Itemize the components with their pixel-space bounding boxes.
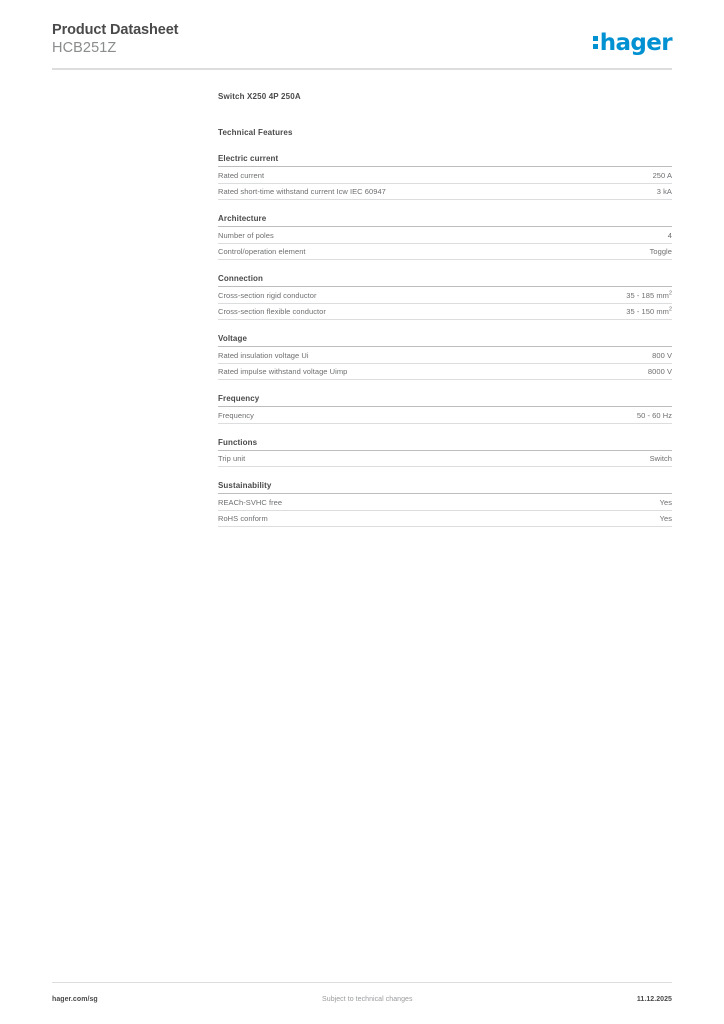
spec-value: 8000 V — [634, 367, 672, 376]
spec-value-text: Switch — [649, 454, 672, 463]
spec-row: Rated short-time withstand current Icw I… — [218, 184, 672, 200]
spec-group-title: Sustainability — [218, 481, 672, 494]
spec-table: Electric current Rated current 250 A Rated … — [218, 154, 672, 527]
spec-row: RoHS conform Yes — [218, 511, 672, 527]
spec-label: Rated impulse withstand voltage Uimp — [218, 367, 348, 376]
spec-row: Trip unit Switch — [218, 451, 672, 467]
page-header: Product Datasheet HCB251Z — [52, 22, 672, 68]
spec-value-text: 4 — [667, 230, 672, 240]
page-title: Product Datasheet — [52, 22, 179, 38]
spec-group: Connection Cross-section rigid conductor 3… — [218, 274, 672, 320]
spec-label: RoHS conform — [218, 514, 268, 523]
spec-label: Control/operation element — [218, 247, 306, 256]
spec-value: 4 — [654, 231, 672, 240]
spec-label: REACh-SVHC free — [218, 497, 283, 507]
product-name: Switch X250 4P 250A — [218, 92, 301, 101]
spec-row: Number of poles 4 — [218, 227, 672, 244]
spec-row: Rated insulation voltage Ui 800 V — [218, 347, 672, 364]
spec-value: 50 - 60 Hz — [623, 411, 672, 420]
spec-value-text: Yes — [659, 497, 672, 507]
spec-value-text: 3 kA — [656, 187, 672, 196]
spec-row: REACh-SVHC free Yes — [218, 494, 672, 511]
spec-label: Number of poles — [218, 230, 274, 240]
spec-value: Toggle — [636, 247, 672, 256]
spec-value-superscript: 2 — [668, 306, 672, 313]
spec-value-superscript: 2 — [668, 290, 672, 296]
spec-group-title: Electric current — [218, 154, 672, 167]
spec-group: Architecture Number of poles 4 Control/oper… — [218, 214, 672, 260]
spec-label: Cross-section flexible conductor — [218, 307, 326, 316]
spec-group-title: Frequency — [218, 394, 672, 407]
spec-value-text: 35 - 185 mm — [626, 290, 669, 300]
footer-website[interactable]: hager.com/sg — [52, 996, 98, 1003]
spec-group-title: Functions — [218, 438, 672, 451]
spec-value-text: Toggle — [649, 247, 672, 256]
spec-value: Yes — [646, 498, 672, 507]
hager-logo: hager — [592, 29, 673, 56]
spec-value: 3 kA — [643, 187, 672, 196]
spec-group-title: Voltage — [218, 334, 672, 347]
spec-value-text: 35 - 150 mm — [626, 307, 669, 316]
spec-group: Electric current Rated current 250 A Rated … — [218, 154, 672, 200]
footer-date: 11.12.2025 — [636, 996, 672, 1003]
spec-row: Frequency 50 - 60 Hz — [218, 407, 672, 424]
hager-wordmark: hager — [599, 29, 673, 56]
spec-value: 800 V — [638, 351, 672, 360]
footer-divider — [52, 982, 672, 983]
spec-label: Frequency — [218, 410, 254, 420]
spec-value: 250 A — [639, 171, 672, 180]
spec-row: Cross-section flexible conductor 35 - 150… — [218, 304, 672, 320]
spec-label: Trip unit — [218, 454, 246, 463]
spec-row: Cross-section rigid conductor 35 - 185 mm… — [218, 287, 672, 304]
product-reference: HCB251Z — [52, 40, 117, 56]
hager-colon-icon — [592, 36, 598, 50]
spec-group-title: Architecture — [218, 214, 672, 227]
spec-value: Yes — [646, 514, 672, 523]
spec-group: Sustainability REACh-SVHC free Yes RoHS con… — [218, 481, 672, 527]
footer-disclaimer: Subject to technical changes — [322, 996, 413, 1003]
spec-value-text: 800 V — [652, 350, 672, 360]
page-footer: hager.com/sg Subject to technical change… — [52, 996, 672, 1003]
spec-value: 35 - 185 mm2 — [612, 290, 672, 300]
spec-value: Switch — [636, 454, 672, 463]
spec-row: Rated current 250 A — [218, 167, 672, 184]
technical-features-heading: Technical Features — [218, 128, 293, 137]
spec-row: Rated impulse withstand voltage Uimp 8000… — [218, 364, 672, 380]
spec-value-text: 8000 V — [647, 367, 672, 376]
spec-value: 35 - 150 mm2 — [612, 307, 672, 316]
spec-group-title: Connection — [218, 274, 672, 287]
spec-label: Cross-section rigid conductor — [218, 290, 317, 300]
spec-group: Functions Trip unit Switch — [218, 438, 672, 467]
spec-value-text: Yes — [659, 514, 672, 523]
spec-value-text: 50 - 60 Hz — [636, 410, 672, 420]
spec-value-text: 250 A — [652, 170, 672, 180]
spec-group: Frequency Frequency 50 - 60 Hz — [218, 394, 672, 424]
spec-label: Rated current — [218, 170, 265, 180]
spec-label: Rated insulation voltage Ui — [218, 350, 309, 360]
spec-label: Rated short-time withstand current Icw I… — [218, 187, 386, 196]
spec-row: Control/operation element Toggle — [218, 244, 672, 260]
header-divider — [52, 68, 672, 70]
datasheet-content: Switch X250 4P 250A Technical Features E… — [218, 92, 672, 527]
